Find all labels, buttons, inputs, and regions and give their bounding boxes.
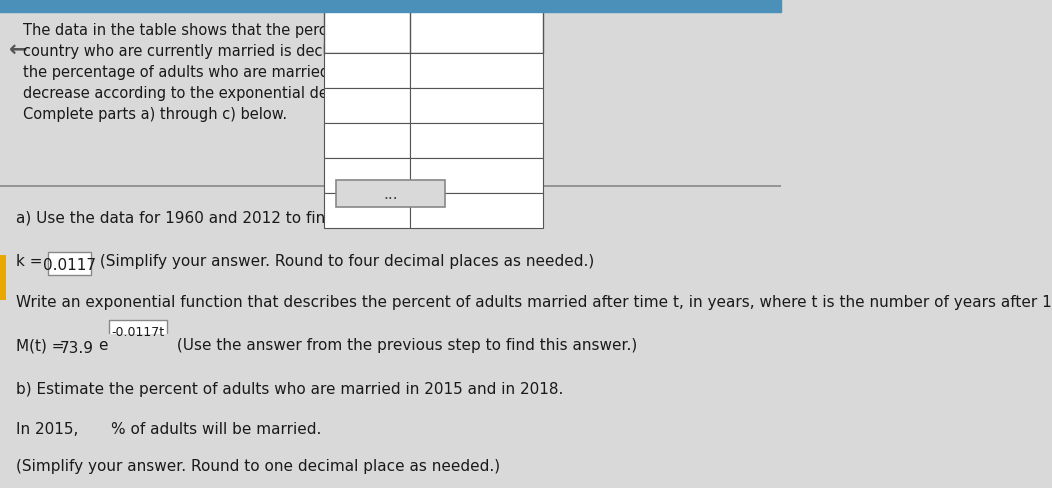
Text: 63.1: 63.1: [460, 99, 493, 114]
Bar: [59, 336, 95, 359]
Text: ...: ...: [383, 186, 398, 201]
Bar: [324, 10, 543, 54]
Text: (Simplify your answer. Round to four decimal places as needed.): (Simplify your answer. Round to four dec…: [96, 254, 594, 269]
Bar: [324, 88, 410, 123]
Text: % of adults will be married.: % of adults will be married.: [110, 421, 321, 436]
Text: The data in the table shows that the percentage of adults in a
country who are c: The data in the table shows that the per…: [23, 23, 479, 122]
Text: 56.6: 56.6: [460, 134, 493, 149]
Bar: [324, 54, 410, 88]
Bar: [336, 181, 445, 207]
Text: M(t) =: M(t) =: [16, 337, 69, 352]
Bar: [410, 123, 543, 159]
Text: 73.9: 73.9: [460, 63, 493, 79]
Bar: [0, 0, 782, 13]
Text: 1960: 1960: [348, 63, 386, 79]
Bar: [410, 194, 543, 229]
Bar: [410, 88, 543, 123]
Text: 73.9: 73.9: [60, 341, 94, 356]
Text: a) Use the data for 1960 and 2012 to find the value of k.: a) Use the data for 1960 and 2012 to fin…: [16, 210, 449, 225]
Text: 0.0117: 0.0117: [43, 257, 97, 272]
Bar: [324, 159, 410, 194]
Text: 2012: 2012: [348, 204, 386, 219]
Text: e: e: [98, 337, 107, 352]
Text: Write an exponential function that describes the percent of adults married after: Write an exponential function that descr…: [16, 294, 1052, 309]
Text: 1980: 1980: [348, 99, 386, 114]
Bar: [410, 159, 543, 194]
Text: ←: ←: [9, 40, 28, 60]
Bar: [324, 194, 410, 229]
Text: 2000: 2000: [348, 134, 386, 149]
Text: b) Estimate the percent of adults who are married in 2015 and in 2018.: b) Estimate the percent of adults who ar…: [16, 381, 563, 396]
Bar: [48, 252, 92, 276]
Bar: [410, 54, 543, 88]
Bar: [324, 123, 410, 159]
Text: 40.2: 40.2: [460, 204, 493, 219]
Text: -0.0117t: -0.0117t: [112, 325, 164, 338]
Text: (Simplify your answer. Round to one decimal place as needed.): (Simplify your answer. Round to one deci…: [16, 458, 500, 472]
Text: 2010: 2010: [348, 169, 386, 183]
Bar: [83, 419, 107, 441]
Text: In 2015,: In 2015,: [16, 421, 78, 436]
Text: Year: Year: [348, 24, 386, 39]
Text: (Use the answer from the previous step to find this answer.): (Use the answer from the previous step t…: [171, 337, 638, 352]
Text: k =: k =: [16, 254, 47, 269]
Text: Percent of Adults
Who Are Married: Percent of Adults Who Are Married: [408, 16, 545, 47]
Text: 52.8: 52.8: [460, 169, 493, 183]
Bar: [108, 321, 167, 343]
Bar: [0, 256, 6, 301]
